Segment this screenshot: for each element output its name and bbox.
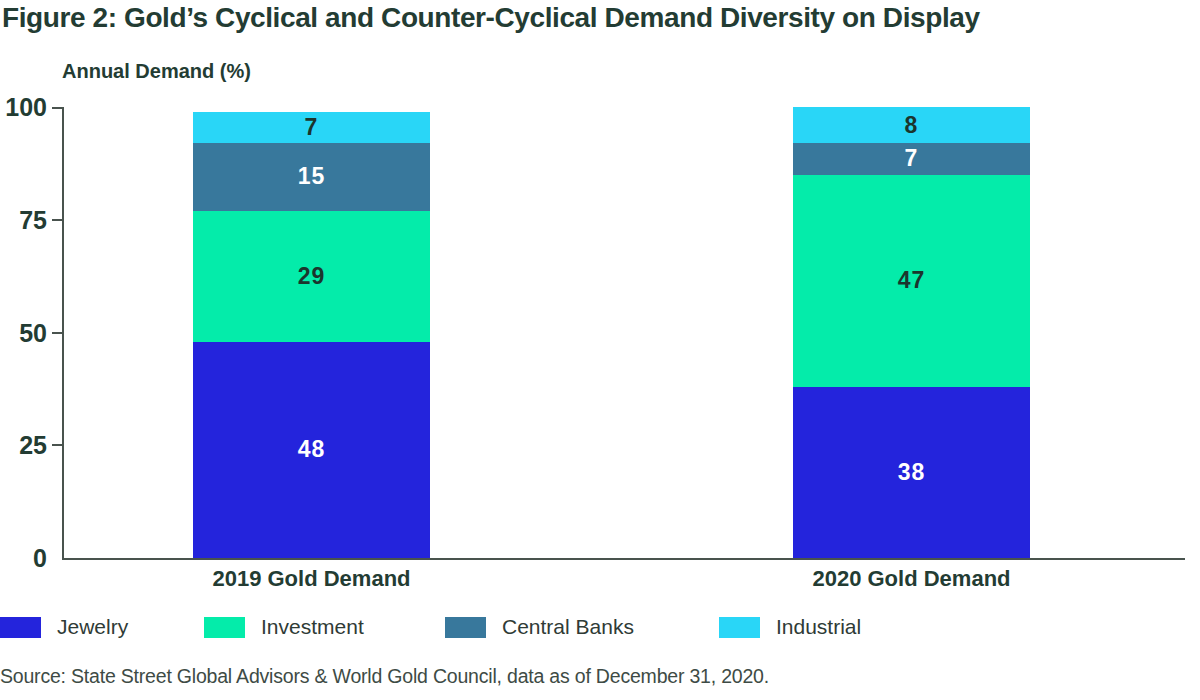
y-tick-label: 50 [0, 319, 47, 347]
segment-value-label: 15 [298, 163, 326, 190]
x-category-label: 2019 Gold Demand [193, 566, 430, 592]
segment-value-label: 47 [898, 267, 926, 294]
y-tick-label: 25 [0, 431, 47, 459]
segment-value-label: 8 [905, 112, 919, 139]
source-note: Source: State Street Global Advisors & W… [0, 665, 769, 688]
figure-2-gold-demand-chart: Figure 2: Gold’s Cyclical and Counter-Cy… [0, 0, 1200, 700]
legend-label: Central Banks [502, 615, 634, 639]
y-tick-label: 100 [0, 93, 47, 121]
legend: Jewelry Investment Central Banks Industrial [0, 615, 1200, 649]
bar-segment: 7 [193, 112, 430, 144]
legend-swatch [204, 617, 245, 638]
legend-item: Industrial [719, 615, 861, 639]
bar-segment: 47 [793, 175, 1030, 387]
y-tick-mark [52, 332, 62, 334]
y-tick-mark [52, 219, 62, 221]
stacked-bar: 38 47 7 8 [793, 107, 1030, 558]
plot-area: 48 29 15 7 38 47 7 8 [62, 107, 1185, 560]
legend-item: Central Banks [445, 615, 634, 639]
bar-segment: 29 [193, 211, 430, 342]
legend-swatch [719, 617, 760, 638]
segment-value-label: 29 [298, 263, 326, 290]
segment-value-label: 7 [905, 145, 919, 172]
figure-title: Figure 2: Gold’s Cyclical and Counter-Cy… [2, 2, 980, 34]
segment-value-label: 38 [898, 459, 926, 486]
bar-segment: 38 [793, 387, 1030, 558]
bar-segment: 7 [793, 143, 1030, 175]
bar-segment: 15 [193, 143, 430, 211]
y-tick-label: 75 [0, 206, 47, 234]
legend-label: Industrial [776, 615, 861, 639]
bar-segment: 8 [793, 107, 1030, 143]
legend-swatch [445, 617, 486, 638]
bar-segment: 48 [193, 342, 430, 558]
stacked-bar: 48 29 15 7 [193, 107, 430, 558]
x-category-label: 2020 Gold Demand [793, 566, 1030, 592]
segment-value-label: 7 [305, 114, 319, 141]
legend-swatch [0, 617, 41, 638]
y-tick-mark [52, 107, 62, 109]
y-tick-mark [52, 444, 62, 446]
segment-value-label: 48 [298, 436, 326, 463]
legend-label: Investment [261, 615, 364, 639]
y-tick-label: 0 [0, 544, 47, 572]
y-axis-title: Annual Demand (%) [62, 60, 251, 83]
legend-item: Jewelry [0, 615, 128, 639]
legend-label: Jewelry [57, 615, 128, 639]
legend-item: Investment [204, 615, 364, 639]
